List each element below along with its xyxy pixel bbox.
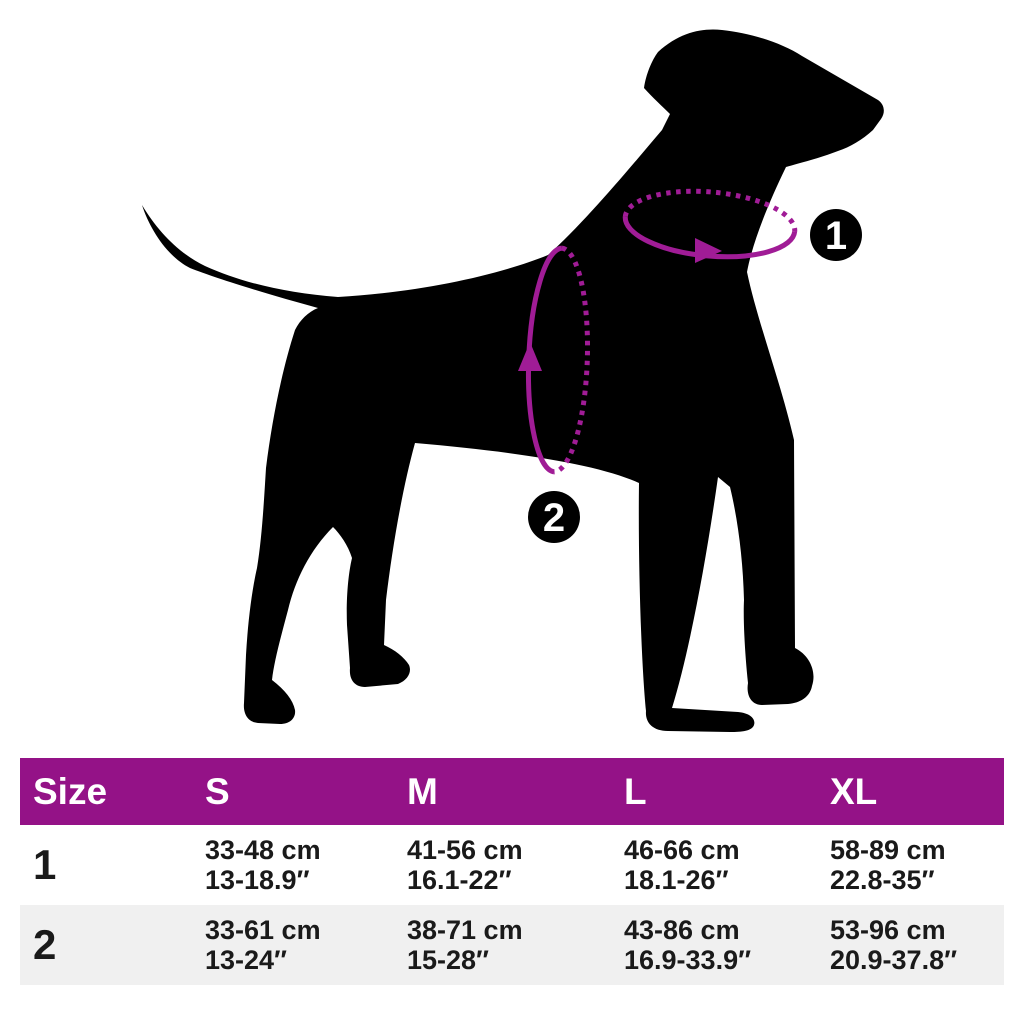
marker-badge-chest: 2 [528, 491, 580, 543]
table-row-1: 1 33-48 cm 13-18.9″ 41-56 cm 16.1-22″ 46… [20, 825, 1004, 905]
size-table-header-row: Size S M L XL [20, 758, 1004, 825]
measurement-in: 13-24″ [205, 945, 287, 975]
row-2-label: 2 [33, 921, 57, 968]
chest-measure-ellipse-dashed [553, 245, 591, 475]
measurement-cm: 58-89 cm [830, 835, 946, 865]
row-2-size-s: 33-61 cm 13-24″ [205, 915, 407, 975]
measurement-cm: 33-48 cm [205, 835, 321, 865]
marker-1-circle [810, 209, 862, 261]
row-2-size-m: 38-71 cm 15-28″ [407, 915, 624, 975]
measurement-cm: 38-71 cm [407, 915, 523, 945]
row-2-size-l: 43-86 cm 16.9-33.9″ [624, 915, 830, 975]
row-1-size-l: 46-66 cm 18.1-26″ [624, 835, 830, 895]
header-xl: XL [830, 770, 878, 812]
measurement-cm: 33-61 cm [205, 915, 321, 945]
marker-badge-neck: 1 [810, 209, 862, 261]
size-table: Size S M L XL 1 33-48 cm 13-18.9″ 41-56 … [20, 758, 1004, 985]
header-m: M [407, 770, 438, 812]
measurement-cm: 46-66 cm [624, 835, 740, 865]
measurement-in: 18.1-26″ [624, 865, 729, 895]
header-l: L [624, 770, 647, 812]
measurement-in: 20.9-37.8″ [830, 945, 958, 975]
measurement-in: 16.9-33.9″ [624, 945, 752, 975]
measurement-in: 15-28″ [407, 945, 489, 975]
row-1-size-xl: 58-89 cm 22.8-35″ [830, 835, 1004, 895]
table-row-2: 2 33-61 cm 13-24″ 38-71 cm 15-28″ 43-86 … [20, 905, 1004, 985]
neck-measure-arrow-icon [695, 238, 722, 263]
dog-silhouette-image [142, 29, 884, 732]
header-s: S [205, 770, 230, 812]
marker-1-number: 1 [825, 214, 847, 258]
chest-measure-arrow-icon [518, 342, 542, 371]
measurement-cm: 41-56 cm [407, 835, 523, 865]
row-1-size-m: 41-56 cm 16.1-22″ [407, 835, 624, 895]
measurement-in: 22.8-35″ [830, 865, 935, 895]
measurement-in: 16.1-22″ [407, 865, 512, 895]
row-1-size-s: 33-48 cm 13-18.9″ [205, 835, 407, 895]
marker-2-number: 2 [543, 496, 565, 540]
dog-measurement-diagram: 1 2 [142, 29, 884, 732]
measurement-in: 13-18.9″ [205, 865, 310, 895]
row-2-size-xl: 53-96 cm 20.9-37.8″ [830, 915, 1004, 975]
row-1-label: 1 [33, 841, 57, 888]
header-size: Size [33, 770, 108, 812]
measurement-cm: 53-96 cm [830, 915, 946, 945]
marker-2-circle [528, 491, 580, 543]
measurement-cm: 43-86 cm [624, 915, 740, 945]
